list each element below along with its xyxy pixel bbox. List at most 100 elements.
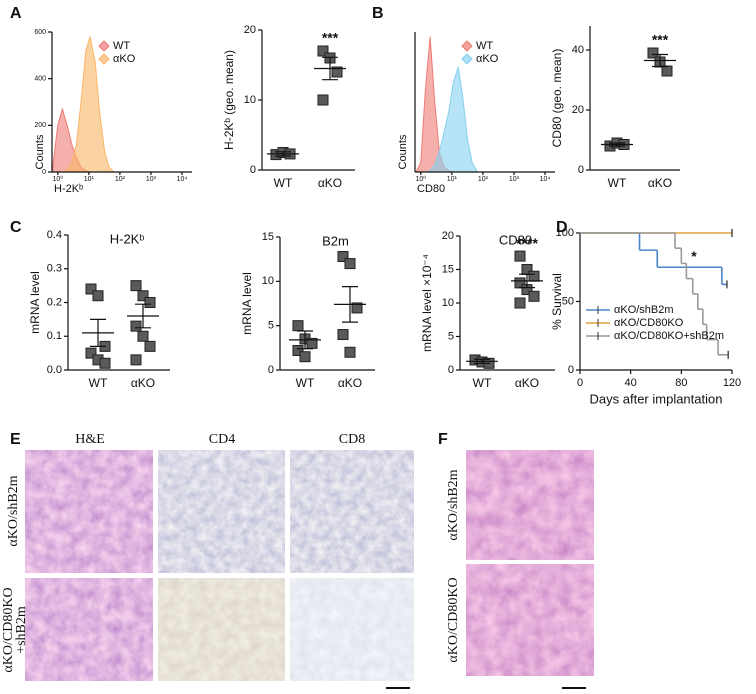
legend-marker	[98, 53, 110, 65]
chart-title: B2m	[322, 233, 349, 248]
panel-label: E	[10, 431, 21, 448]
y-tick-label: 0	[42, 169, 46, 176]
y-tick-label: 0	[250, 164, 256, 176]
legend-label: αKO	[113, 53, 136, 65]
x-tick-label: αKO	[515, 376, 539, 390]
x-tick-label: 10³	[509, 176, 520, 183]
x-axis-label: CD80	[417, 183, 445, 195]
y-tick-label: 40	[572, 44, 584, 56]
data-point	[317, 45, 329, 57]
y-tick-label: 5	[268, 320, 274, 332]
x-tick-label: 10²	[115, 176, 126, 183]
y-tick-label: 15	[442, 263, 454, 275]
sem-bar	[342, 286, 358, 323]
x-tick-label: 120	[723, 377, 741, 389]
data-point	[351, 302, 363, 314]
y-tick-label: 50	[562, 295, 574, 307]
x-tick-label: 80	[675, 377, 687, 389]
y-axis-label: % Survival	[550, 273, 564, 330]
panel-label: A	[10, 5, 22, 22]
data-point	[514, 297, 526, 309]
data-point	[137, 330, 149, 342]
x-tick-label: 10³	[146, 176, 157, 183]
y-tick-label: 0.4	[47, 229, 62, 241]
data-point	[337, 329, 349, 341]
y-tick-label: 400	[34, 76, 46, 83]
x-tick-label: WT	[89, 376, 108, 390]
sem-bar	[90, 318, 106, 347]
x-tick-label: αKO	[338, 376, 362, 390]
y-tick-label: 100	[556, 227, 574, 239]
y-tick-label: 600	[34, 29, 46, 36]
legend-marker	[461, 40, 473, 52]
y-tick-label: 20	[244, 24, 256, 36]
data-point	[92, 290, 104, 302]
legend-label: αKO/CD80KO+shB2m	[614, 330, 724, 342]
chart-title: CD80	[499, 232, 532, 247]
data-point	[317, 94, 329, 106]
y-axis-label: CD80 (geo. mean)	[550, 49, 564, 148]
y-tick-label: 20	[572, 104, 584, 116]
legend-label: αKO/shB2m	[614, 304, 674, 316]
x-axis-label: H-2Kᵇ	[54, 183, 83, 195]
significance: ****	[516, 235, 538, 251]
data-point	[528, 290, 540, 302]
data-point	[337, 251, 349, 263]
legend-label: WT	[113, 40, 130, 52]
histology-e	[25, 450, 414, 689]
data-point	[528, 270, 540, 282]
x-tick-label: αKO	[648, 176, 672, 190]
histology-image	[466, 450, 594, 560]
data-point	[130, 320, 142, 332]
panel-label: B	[372, 5, 384, 22]
histology-f	[466, 450, 594, 689]
row-label: αKO/CD80KO	[1, 587, 16, 672]
data-point	[514, 250, 526, 262]
legend-label: αKO/CD80KO	[614, 317, 684, 329]
y-tick-label: 20	[442, 230, 454, 242]
y-axis-label: mRNA level	[28, 271, 42, 334]
legend-marker	[461, 53, 473, 65]
y-tick-label: 10	[442, 297, 454, 309]
y-axis-label: Counts	[397, 134, 409, 169]
data-point	[85, 347, 97, 359]
y-tick-label: 0.0	[47, 364, 62, 376]
sem-bar	[275, 151, 291, 157]
column-label: H&E	[75, 432, 105, 447]
column-label: CD8	[339, 432, 365, 447]
data-point	[144, 340, 156, 352]
panel-label: D	[556, 219, 568, 236]
y-tick-label: 0	[578, 164, 584, 176]
y-tick-label: 10	[262, 275, 274, 287]
histology-image	[290, 578, 414, 681]
x-tick-label: 0	[577, 377, 583, 389]
y-tick-label: 0.2	[47, 296, 62, 308]
significance: *	[691, 248, 697, 264]
x-tick-label: 10⁰	[416, 175, 427, 183]
data-point	[144, 297, 156, 308]
data-point	[331, 66, 343, 78]
x-tick-label: 10⁴	[177, 176, 188, 183]
panel-label: C	[10, 219, 22, 236]
sem-bar	[297, 330, 313, 350]
data-point	[85, 283, 97, 295]
row-label: αKO/shB2m	[446, 469, 461, 540]
x-tick-label: 40	[625, 377, 637, 389]
legend-label: WT	[476, 40, 493, 52]
histology-image	[158, 578, 285, 681]
sem-bar	[652, 53, 668, 68]
x-tick-label: WT	[274, 176, 293, 190]
data-point	[661, 65, 673, 77]
panel-label: F	[438, 431, 448, 448]
sem-bar	[135, 303, 151, 329]
x-tick-label: 10²	[478, 176, 489, 183]
histology-image	[25, 578, 153, 681]
data-point	[130, 280, 142, 292]
x-tick-label: 10⁰	[53, 175, 64, 183]
x-tick-label: αKO	[131, 376, 155, 390]
sem-bar	[609, 142, 625, 147]
y-tick-label: 0.3	[47, 263, 62, 275]
histology-image	[466, 564, 594, 676]
y-tick-label: 0	[448, 364, 454, 376]
data-point	[299, 351, 311, 363]
